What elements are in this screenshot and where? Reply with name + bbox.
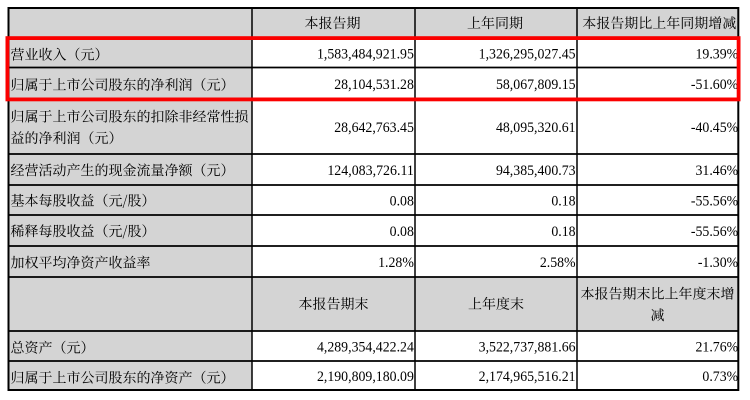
svg-text:2,174,965,516.21: 2,174,965,516.21 (479, 369, 576, 385)
svg-text:21.76%: 21.76% (696, 340, 739, 356)
svg-text:28,642,763.45: 28,642,763.45 (334, 120, 414, 136)
svg-text:58,067,809.15: 58,067,809.15 (496, 77, 576, 93)
svg-text:48,095,320.61: 48,095,320.61 (496, 120, 576, 136)
svg-text:-1.30%: -1.30% (698, 255, 738, 271)
svg-text:2.58%: 2.58% (540, 255, 576, 271)
svg-text:0.18: 0.18 (551, 194, 575, 210)
svg-text:-55.56%: -55.56% (691, 194, 738, 210)
svg-text:1.28%: 1.28% (378, 255, 414, 271)
svg-text:-40.45%: -40.45% (691, 120, 738, 136)
svg-text:28,104,531.28: 28,104,531.28 (334, 77, 414, 93)
svg-text:4,289,354,422.24: 4,289,354,422.24 (317, 340, 414, 356)
svg-text:0.08: 0.08 (390, 224, 414, 240)
svg-text:0.18: 0.18 (551, 224, 575, 240)
svg-text:0.08: 0.08 (390, 194, 414, 210)
svg-text:1,583,484,921.95: 1,583,484,921.95 (317, 47, 414, 63)
svg-text:31.46%: 31.46% (696, 163, 739, 179)
svg-text:94,385,400.73: 94,385,400.73 (496, 163, 576, 179)
svg-text:-51.60%: -51.60% (691, 77, 738, 93)
svg-text:0.73%: 0.73% (702, 369, 738, 385)
svg-text:3,522,737,881.66: 3,522,737,881.66 (479, 340, 576, 356)
svg-text:19.39%: 19.39% (696, 47, 739, 63)
svg-text:124,083,726.11: 124,083,726.11 (327, 163, 414, 179)
svg-text:2,190,809,180.09: 2,190,809,180.09 (317, 369, 414, 385)
svg-text:-55.56%: -55.56% (691, 224, 738, 240)
svg-text:1,326,295,027.45: 1,326,295,027.45 (479, 47, 576, 63)
